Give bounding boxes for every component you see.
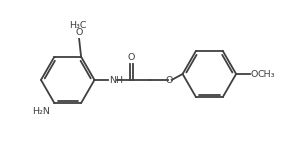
Text: CH₃: CH₃ bbox=[258, 71, 275, 79]
Text: O: O bbox=[251, 71, 258, 79]
Text: O: O bbox=[127, 53, 135, 62]
Text: H₂N: H₂N bbox=[33, 107, 50, 116]
Text: O: O bbox=[165, 76, 173, 85]
Text: O: O bbox=[75, 28, 83, 37]
Text: NH: NH bbox=[109, 76, 123, 85]
Text: H₃C: H₃C bbox=[69, 21, 87, 30]
